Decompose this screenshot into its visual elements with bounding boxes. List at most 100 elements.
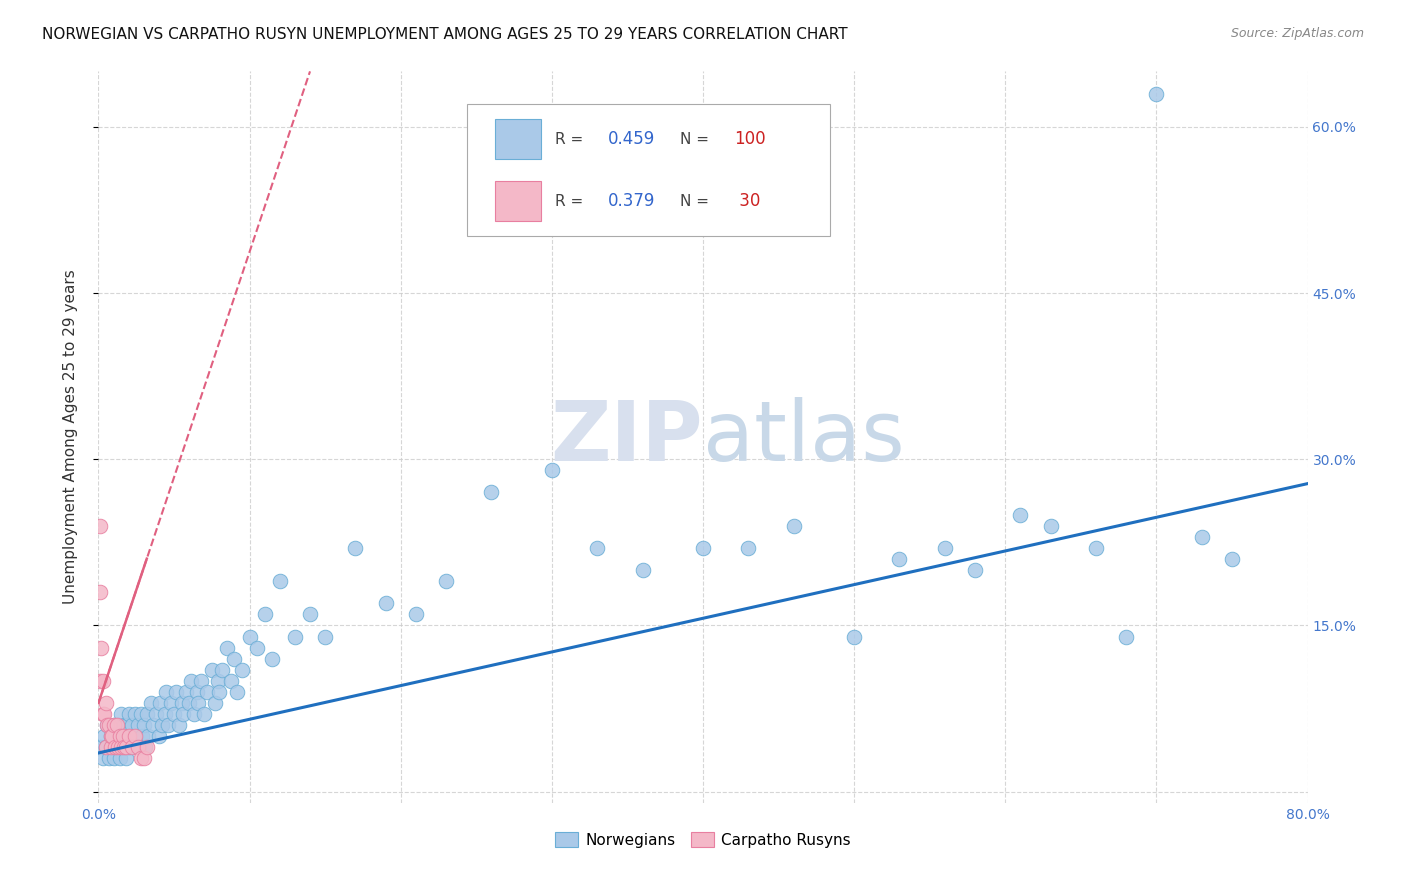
Point bbox=[110, 707, 132, 722]
Point bbox=[107, 718, 129, 732]
Point bbox=[94, 740, 117, 755]
Point bbox=[128, 740, 150, 755]
Point bbox=[100, 729, 122, 743]
Point bbox=[121, 718, 143, 732]
Point bbox=[167, 718, 190, 732]
Point bbox=[224, 651, 246, 665]
Point bbox=[253, 607, 276, 622]
Point bbox=[91, 751, 114, 765]
Text: ZIP: ZIP bbox=[551, 397, 703, 477]
Point bbox=[104, 740, 127, 755]
Point bbox=[96, 718, 118, 732]
Point bbox=[783, 518, 806, 533]
Point bbox=[90, 640, 112, 655]
Point bbox=[141, 696, 163, 710]
Point bbox=[934, 541, 956, 555]
Point bbox=[314, 630, 336, 644]
Point bbox=[153, 707, 176, 722]
Point bbox=[1085, 541, 1108, 555]
Point bbox=[98, 751, 121, 765]
Point bbox=[434, 574, 457, 589]
Point bbox=[692, 541, 714, 555]
Point bbox=[122, 740, 145, 755]
Point bbox=[174, 685, 197, 699]
Point bbox=[118, 707, 141, 722]
Point bbox=[155, 685, 177, 699]
Point bbox=[101, 740, 124, 755]
Point bbox=[231, 663, 253, 677]
Point bbox=[91, 707, 114, 722]
Point bbox=[136, 729, 159, 743]
Point bbox=[105, 718, 128, 732]
Point bbox=[299, 607, 322, 622]
Point bbox=[186, 685, 208, 699]
Point bbox=[118, 740, 141, 755]
Point bbox=[110, 729, 132, 743]
Point bbox=[149, 696, 172, 710]
Point bbox=[160, 696, 183, 710]
Point bbox=[89, 585, 111, 599]
Point bbox=[114, 751, 136, 765]
Point bbox=[163, 707, 186, 722]
Point bbox=[115, 718, 138, 732]
Point bbox=[127, 718, 149, 732]
Point bbox=[132, 718, 155, 732]
Text: 0.459: 0.459 bbox=[607, 130, 655, 148]
Point bbox=[844, 630, 866, 644]
Point bbox=[111, 740, 134, 755]
Text: atlas: atlas bbox=[703, 397, 904, 477]
Point bbox=[150, 718, 173, 732]
Point bbox=[226, 685, 249, 699]
FancyBboxPatch shape bbox=[495, 119, 541, 159]
Point bbox=[93, 707, 115, 722]
Point bbox=[170, 696, 193, 710]
Point bbox=[90, 740, 112, 755]
Point bbox=[134, 740, 156, 755]
Point bbox=[114, 740, 136, 755]
Text: N =: N = bbox=[681, 131, 709, 146]
Text: R =: R = bbox=[555, 131, 589, 146]
Text: 0.379: 0.379 bbox=[607, 192, 655, 211]
Text: 30: 30 bbox=[734, 192, 761, 211]
Point bbox=[103, 718, 125, 732]
Point bbox=[93, 729, 115, 743]
Point bbox=[108, 729, 131, 743]
Point bbox=[965, 563, 987, 577]
Point bbox=[94, 740, 117, 755]
Point bbox=[120, 729, 142, 743]
Point bbox=[101, 729, 124, 743]
Point bbox=[631, 563, 654, 577]
Point bbox=[114, 729, 136, 743]
Point bbox=[215, 640, 238, 655]
Point bbox=[1115, 630, 1137, 644]
Point bbox=[145, 707, 167, 722]
Point bbox=[269, 574, 291, 589]
Point bbox=[172, 707, 194, 722]
Point bbox=[124, 707, 146, 722]
FancyBboxPatch shape bbox=[495, 181, 541, 221]
Point bbox=[1039, 518, 1062, 533]
Point bbox=[111, 729, 134, 743]
Point bbox=[118, 729, 141, 743]
Point bbox=[344, 541, 367, 555]
Point bbox=[121, 740, 143, 755]
Point bbox=[127, 740, 149, 755]
Point bbox=[100, 740, 122, 755]
Point bbox=[112, 718, 135, 732]
Point bbox=[96, 718, 118, 732]
Point bbox=[135, 740, 157, 755]
FancyBboxPatch shape bbox=[467, 104, 830, 235]
Point bbox=[132, 751, 155, 765]
Point bbox=[737, 541, 759, 555]
Text: R =: R = bbox=[555, 194, 589, 209]
Point bbox=[142, 718, 165, 732]
Point bbox=[1144, 87, 1167, 101]
Point bbox=[104, 729, 127, 743]
Point bbox=[481, 485, 503, 500]
Point bbox=[207, 673, 229, 688]
Point bbox=[540, 463, 562, 477]
Point bbox=[204, 696, 226, 710]
Point bbox=[103, 751, 125, 765]
Point bbox=[183, 707, 205, 722]
Point bbox=[135, 707, 157, 722]
